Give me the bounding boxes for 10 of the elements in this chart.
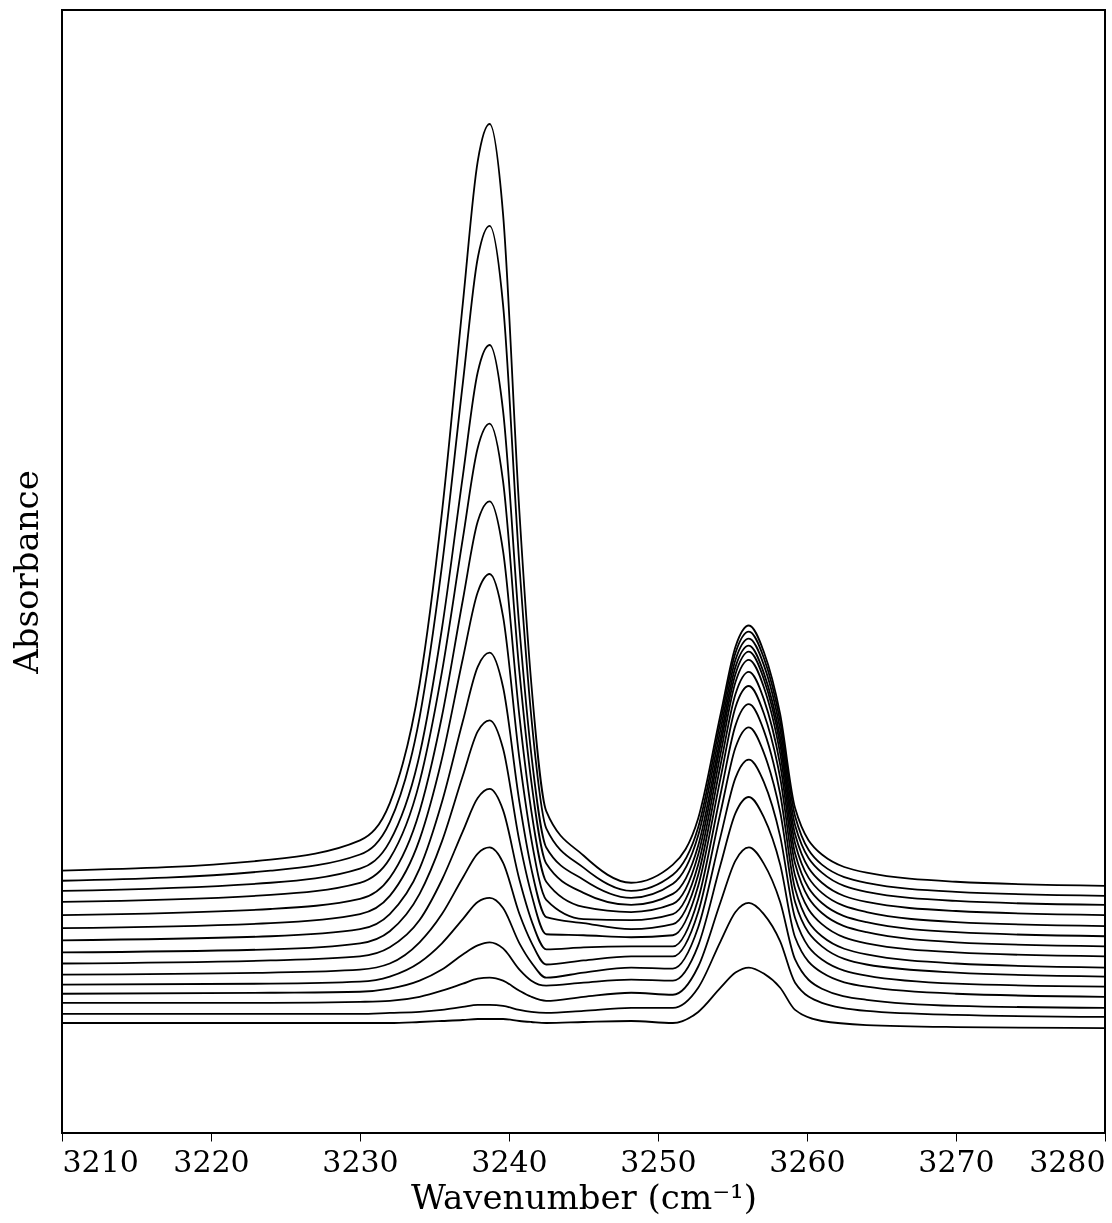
x-tick-label: 3220 — [173, 1143, 250, 1179]
x-tick-label: 3270 — [918, 1143, 995, 1179]
x-tick-label: 3280 — [1029, 1143, 1106, 1179]
x-tick-label: 3260 — [769, 1143, 846, 1179]
x-tick-label: 3250 — [620, 1143, 697, 1179]
x-tick-label: 3230 — [322, 1143, 399, 1179]
x-axis-title: Wavenumber (cm⁻¹) — [411, 1176, 757, 1217]
y-axis-title: Absorbance — [5, 470, 46, 675]
x-tick-label: 3210 — [62, 1143, 139, 1179]
x-tick-label: 3240 — [471, 1143, 548, 1179]
